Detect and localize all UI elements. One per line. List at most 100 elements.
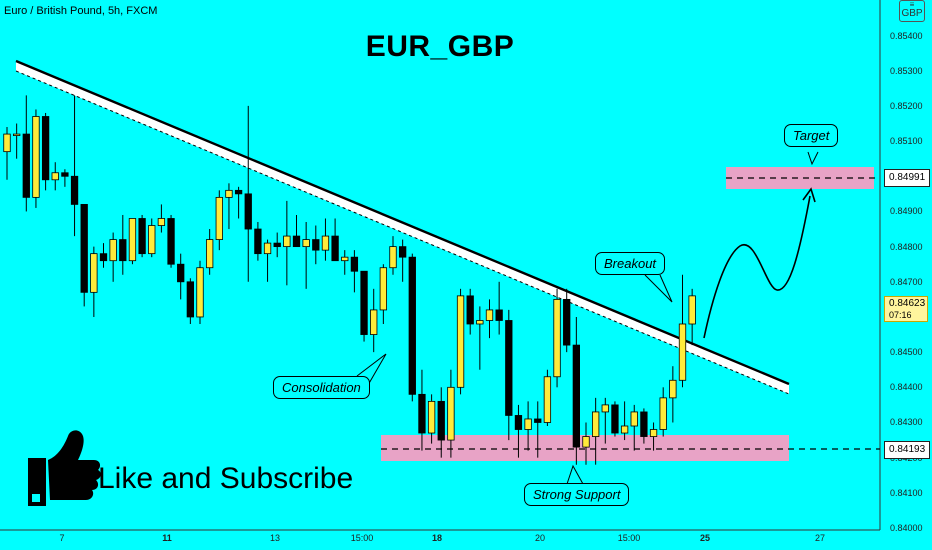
candle-bullish[interactable] xyxy=(427,400,436,434)
candle-bullish[interactable] xyxy=(669,379,677,399)
candle-bullish[interactable] xyxy=(582,436,590,448)
candle-bearish[interactable] xyxy=(177,263,185,283)
candle-bearish[interactable] xyxy=(611,404,619,434)
projection-path xyxy=(703,195,811,339)
candle-bullish[interactable] xyxy=(379,267,388,311)
currency-menu-icon: ≡ xyxy=(909,0,915,9)
candle-bullish[interactable] xyxy=(456,295,465,388)
time-tick-label: 20 xyxy=(534,533,546,543)
candle-bullish[interactable] xyxy=(678,323,687,381)
candle-bearish[interactable] xyxy=(572,344,580,448)
candle-bearish[interactable] xyxy=(505,320,513,416)
candle-bullish[interactable] xyxy=(157,218,166,226)
candle-bullish[interactable] xyxy=(476,320,484,325)
candle-bearish[interactable] xyxy=(61,172,69,177)
candle-bearish[interactable] xyxy=(408,256,416,395)
candle-bullish[interactable] xyxy=(389,246,397,269)
candle-bearish[interactable] xyxy=(312,239,320,251)
candle-bearish[interactable] xyxy=(398,246,407,258)
candle-bullish[interactable] xyxy=(283,235,291,248)
last-price-value: 0.84623 xyxy=(889,298,926,309)
price-tick-label: 0.84900 xyxy=(890,206,923,217)
candle-bullish[interactable] xyxy=(148,225,156,255)
candle-bullish[interactable] xyxy=(3,133,11,153)
candle-bullish[interactable] xyxy=(370,309,378,335)
like-subscribe-text: Like and Subscribe xyxy=(98,462,354,495)
candle-bearish[interactable] xyxy=(138,218,146,255)
candle-bearish[interactable] xyxy=(331,235,339,262)
candle-bullish[interactable] xyxy=(485,309,494,321)
candle-bullish[interactable] xyxy=(524,418,532,430)
time-tick-label: 13 xyxy=(269,533,281,543)
candle-bearish[interactable] xyxy=(466,295,474,325)
candle-bullish[interactable] xyxy=(32,116,40,198)
candle-bearish[interactable] xyxy=(41,116,50,181)
support-callout-pointer xyxy=(566,464,584,485)
time-tick-label: 25 xyxy=(699,533,711,543)
time-tick-label: 27 xyxy=(814,533,826,543)
candle-bullish[interactable] xyxy=(630,411,638,427)
candle-bullish[interactable] xyxy=(225,189,233,198)
candle-bullish[interactable] xyxy=(196,267,204,318)
candle-bullish[interactable] xyxy=(447,386,455,441)
currency-badge[interactable]: ≡ GBP xyxy=(899,0,925,22)
trendline[interactable] xyxy=(15,59,790,386)
candle-bearish[interactable] xyxy=(418,393,426,434)
breakout-callout-pointer xyxy=(644,274,673,303)
candle-bullish[interactable] xyxy=(321,235,330,251)
candle-bearish[interactable] xyxy=(234,189,243,195)
candle-bullish[interactable] xyxy=(601,404,609,413)
candle-bullish[interactable] xyxy=(688,295,696,325)
candle-bearish[interactable] xyxy=(167,218,175,265)
candle-bullish[interactable] xyxy=(620,425,629,434)
candle-bullish[interactable] xyxy=(109,239,117,262)
candle-bearish[interactable] xyxy=(254,228,262,255)
target-zone[interactable] xyxy=(726,167,874,189)
support-price-tag: 0.84193 xyxy=(884,441,931,459)
projection-arrowhead-icon xyxy=(802,187,816,203)
candle-bullish[interactable] xyxy=(543,376,552,423)
last-price-tag: 0.84623 07:16 xyxy=(884,296,928,322)
candle-bullish[interactable] xyxy=(341,256,349,262)
candle-bullish[interactable] xyxy=(90,253,98,293)
trendline-band xyxy=(16,61,789,394)
candle-bearish[interactable] xyxy=(350,256,359,272)
bar-countdown: 07:16 xyxy=(889,310,912,320)
candle-bearish[interactable] xyxy=(640,411,648,437)
candle-bearish[interactable] xyxy=(70,175,79,205)
candle-bullish[interactable] xyxy=(51,172,59,181)
candle-bullish[interactable] xyxy=(302,239,310,248)
time-tick-label: 18 xyxy=(431,533,443,543)
candle-bearish[interactable] xyxy=(563,298,571,346)
candle-bearish[interactable] xyxy=(292,235,301,248)
candle-bearish[interactable] xyxy=(514,415,523,430)
candle-bullish[interactable] xyxy=(592,411,600,437)
price-tick-label: 0.84400 xyxy=(890,382,923,393)
candle-bullish[interactable] xyxy=(12,133,21,136)
candle-bearish[interactable] xyxy=(273,242,281,248)
candle-bearish[interactable] xyxy=(22,133,30,198)
candle-bullish[interactable] xyxy=(263,242,272,255)
price-tick-label: 0.84100 xyxy=(890,487,923,498)
price-tick-label: 0.84300 xyxy=(890,417,923,428)
candle-bullish[interactable] xyxy=(649,429,658,437)
candle-bullish[interactable] xyxy=(659,397,667,430)
thumbs-up-icon xyxy=(28,430,101,506)
candle-bullish[interactable] xyxy=(215,196,223,240)
candle-bullish[interactable] xyxy=(205,239,214,269)
candle-bearish[interactable] xyxy=(186,281,195,318)
candle-bearish[interactable] xyxy=(244,193,252,230)
candle-bullish[interactable] xyxy=(128,218,137,262)
price-tick-label: 0.85300 xyxy=(890,65,923,76)
candle-bearish[interactable] xyxy=(534,418,542,423)
symbol-label: Euro / British Pound, 5h, FXCM xyxy=(4,5,158,17)
candle-bearish[interactable] xyxy=(495,309,503,321)
candle-bearish[interactable] xyxy=(437,400,445,441)
candle-bullish[interactable] xyxy=(553,298,561,378)
candle-bearish[interactable] xyxy=(119,239,127,262)
candle-bearish[interactable] xyxy=(80,204,88,293)
candle-bearish[interactable] xyxy=(99,253,108,262)
time-tick-label: 11 xyxy=(162,533,172,543)
candle-bearish[interactable] xyxy=(360,270,368,335)
